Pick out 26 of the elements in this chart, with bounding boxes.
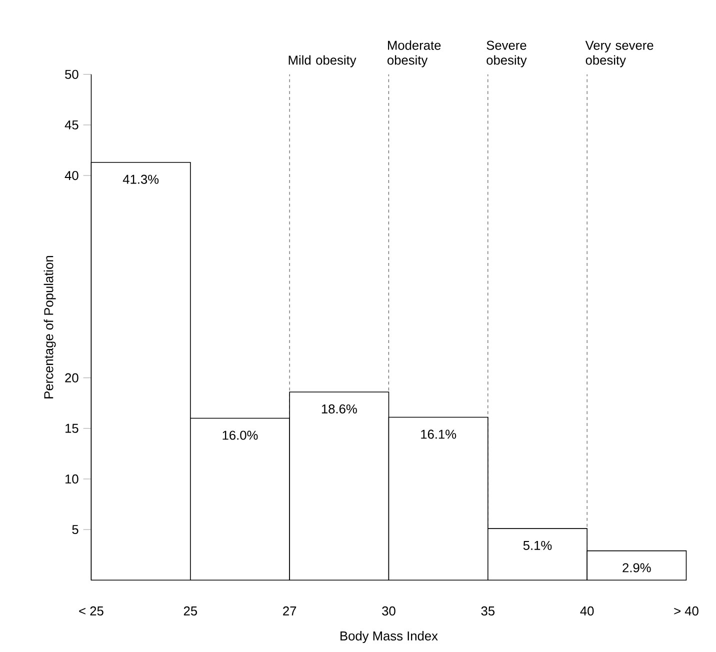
data-label: 18.6% [322, 404, 357, 414]
data-label: 16.1% [421, 430, 456, 440]
y-tick-label: 20 [65, 374, 78, 383]
data-label: 41.3% [122, 175, 159, 184]
text: 40 [580, 606, 594, 616]
data-label: 5.1% [523, 541, 552, 550]
y-tick-label: 50 [65, 70, 78, 80]
text: Mild obesity [288, 55, 356, 68]
y-tick-label: 45 [64, 120, 78, 130]
text: < 25 [79, 606, 104, 616]
text: 27 [283, 606, 296, 616]
y-tick-label: 40 [64, 171, 78, 180]
y-tick-label: 5 [72, 525, 78, 534]
y-tick-label: 10 [66, 474, 78, 484]
y-axis-title: Percentage of Population [44, 256, 56, 399]
text: Very severe obesity [585, 41, 654, 68]
x-axis-title: Body Mass Index [340, 631, 438, 644]
text: 25 [184, 606, 198, 616]
text: 30 [382, 606, 396, 616]
text: 35 [481, 606, 495, 616]
text: Severe obesity [486, 41, 527, 68]
data-label: 2.9% [622, 563, 651, 573]
data-label: 16.0% [222, 430, 258, 440]
y-tick-label: 15 [66, 424, 78, 434]
text: Moderate obesity [388, 40, 441, 68]
text: > 40 [674, 606, 698, 616]
